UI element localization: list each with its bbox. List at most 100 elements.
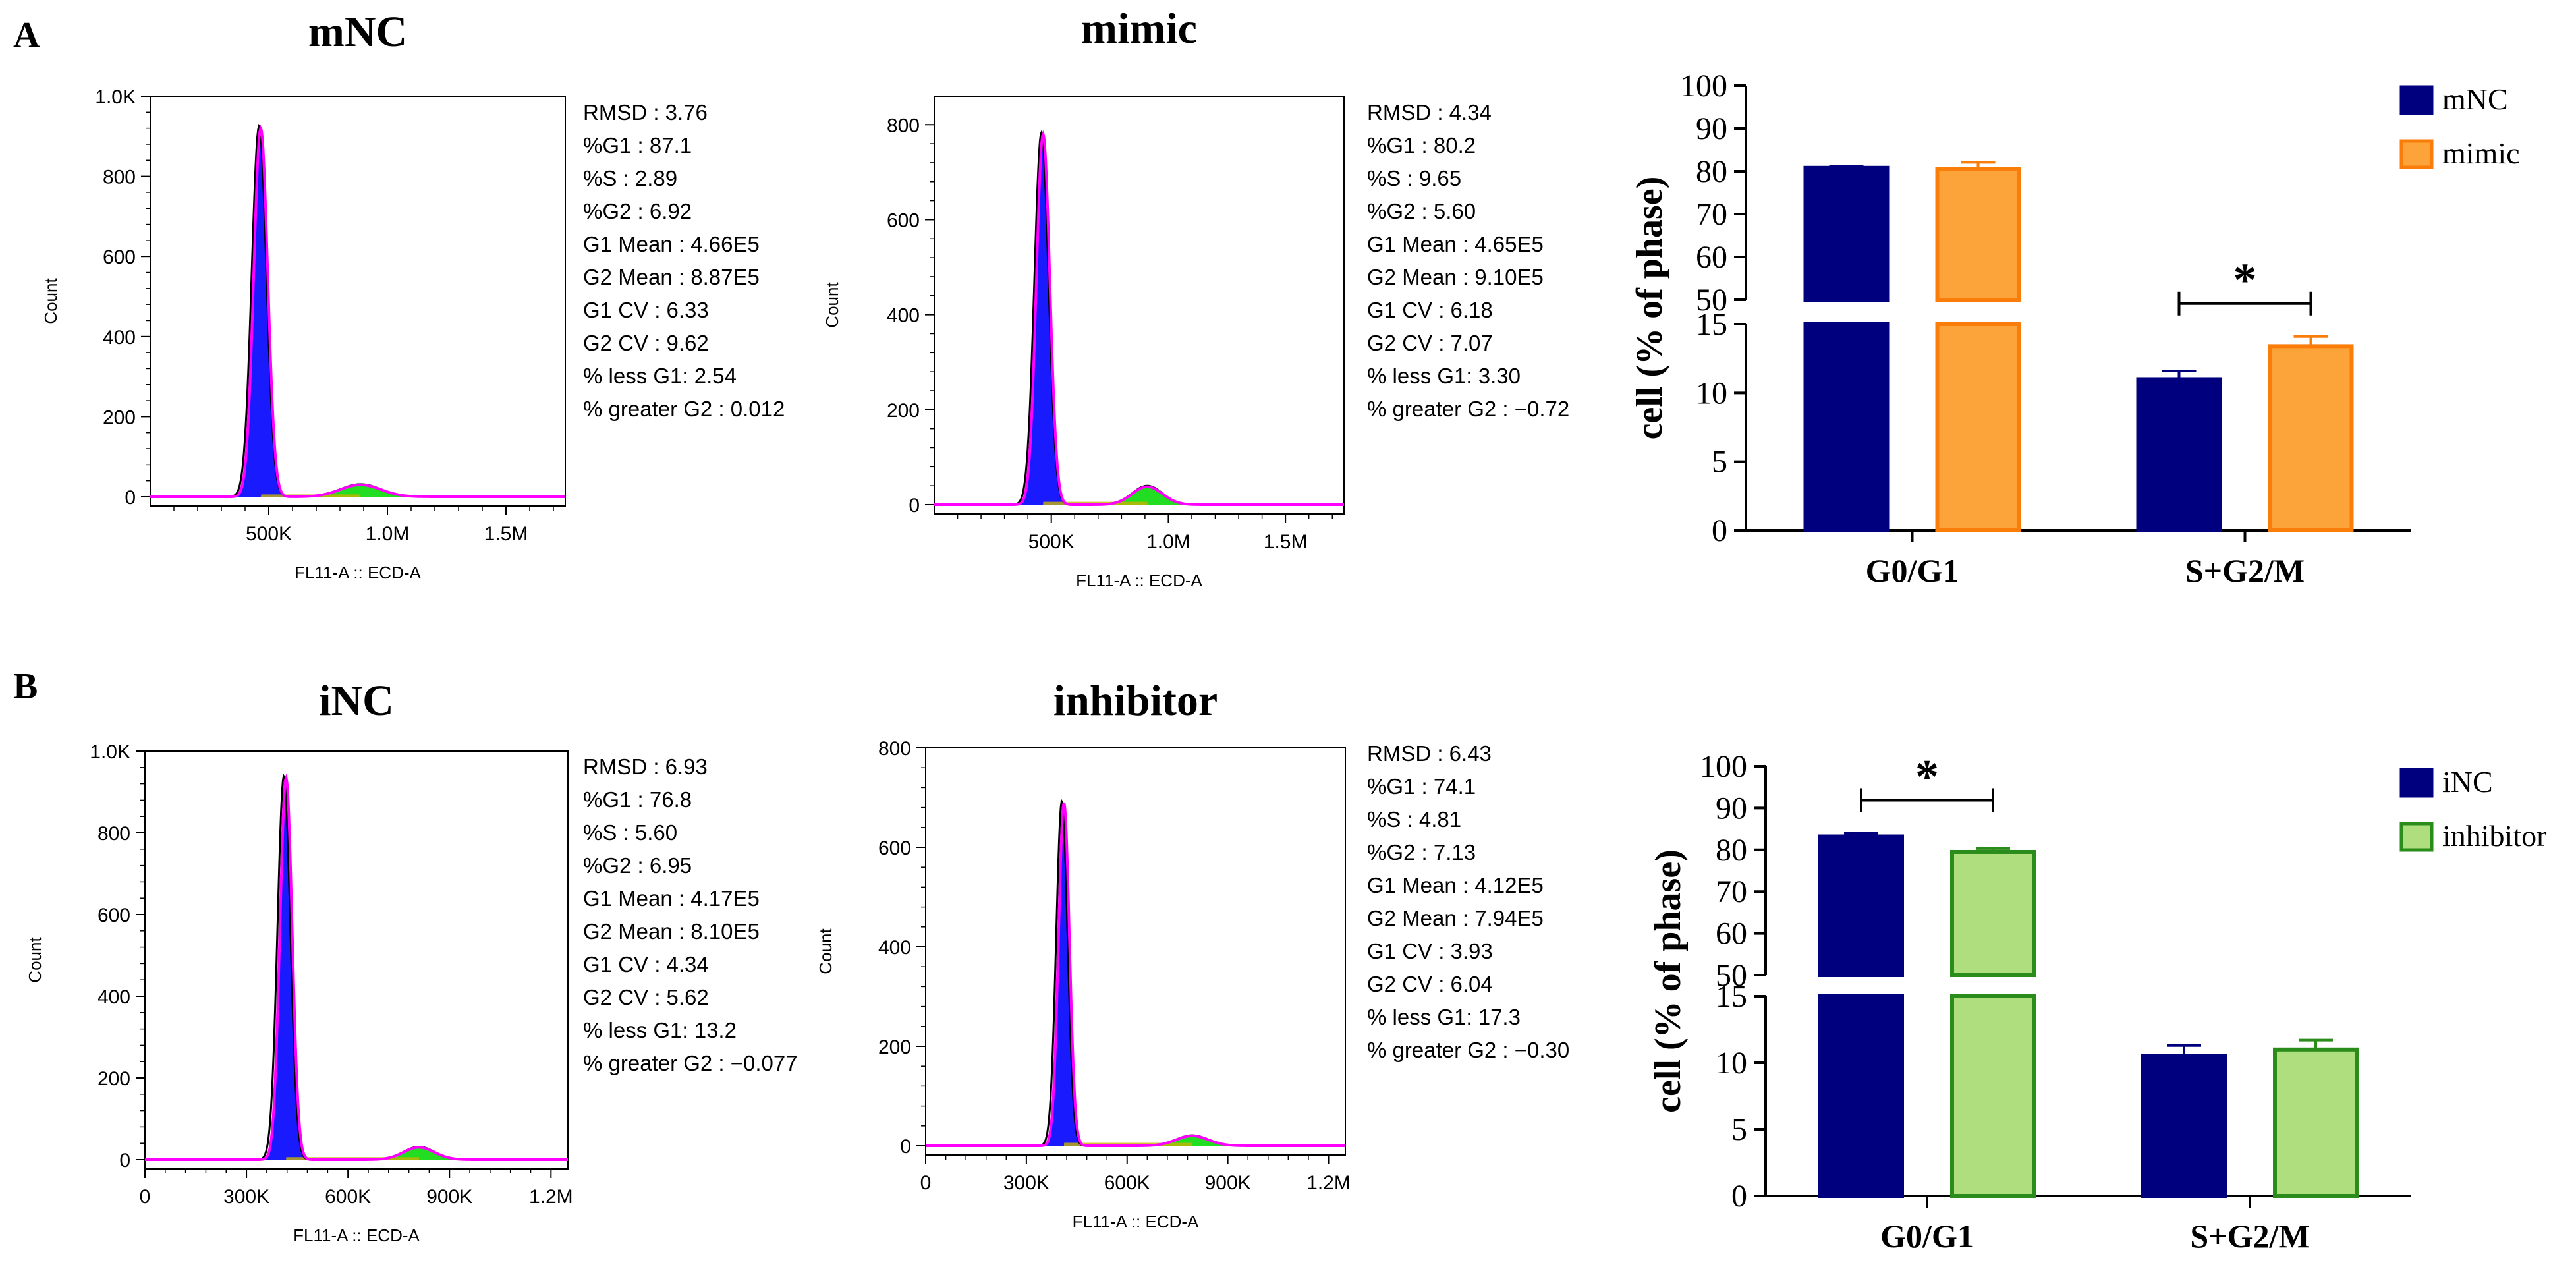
legend-label: mimic (2442, 136, 2520, 170)
y-tick-label: 0 (119, 1150, 130, 1171)
histogram-title: mimic (1081, 5, 1197, 53)
stat-line: RMSD : 4.34 (1367, 100, 1492, 125)
y-tick-label: 15 (1716, 979, 1747, 1014)
stat-line: %G2 : 7.13 (1367, 840, 1476, 864)
stat-line: %G2 : 6.95 (583, 853, 692, 878)
y-tick-label: 800 (887, 115, 920, 136)
stat-line: G2 CV : 9.62 (583, 331, 709, 355)
y-tick-label: 200 (878, 1036, 911, 1058)
plot-frame (150, 96, 566, 507)
bar-chart: 50 60 70 80 90 100 0 5 10 15 cell (% of phase) G0/G… (1648, 749, 2546, 1255)
bar-iNC (2141, 1054, 2227, 1198)
panel-letter: A (13, 15, 40, 56)
stat-line: RMSD : 6.43 (1367, 741, 1492, 766)
y-tick-label: 60 (1716, 916, 1747, 951)
stat-line: G1 Mean : 4.12E5 (1367, 873, 1544, 897)
y-tick-label: 800 (878, 738, 911, 760)
x-axis-label: FL11-A :: ECD-A (1073, 1212, 1199, 1231)
x-tick-label: 500K (246, 523, 292, 545)
x-axis-label: FL11-A :: ECD-A (293, 1226, 420, 1245)
stat-line: G2 Mean : 9.10E5 (1367, 265, 1544, 289)
y-tick-label: 90 (1696, 111, 1727, 146)
stat-line: G1 Mean : 4.65E5 (1367, 232, 1544, 256)
y-tick-label: 10 (1696, 376, 1727, 410)
x-tick-label: 900K (1205, 1172, 1251, 1194)
stat-line: G2 Mean : 8.87E5 (583, 265, 760, 289)
y-axis-label: Count (41, 278, 61, 324)
model-fit-line (150, 124, 565, 498)
bar-iNC-lower (1818, 994, 1904, 1198)
y-tick-label: 800 (98, 823, 130, 845)
stat-line: %S : 5.60 (583, 820, 677, 845)
g1-peak-area (233, 128, 289, 497)
significance-star: * (2233, 254, 2257, 306)
stat-line: %G1 : 80.2 (1367, 133, 1476, 157)
histogram-plot: iNC 0 200 400 600 800 1.0K 0 300K 600K 900K 1.2M FL1… (25, 677, 798, 1245)
x-tick-label: 1.2M (1306, 1172, 1351, 1194)
histogram-title: mNC (308, 8, 407, 56)
plot-frame (144, 750, 569, 1170)
stat-line: G1 Mean : 4.66E5 (583, 232, 760, 256)
x-axis-label: FL11-A :: ECD-A (294, 563, 421, 582)
x-tick-label: 300K (223, 1186, 269, 1208)
bar-mNC-lower (1803, 322, 1890, 532)
x-tick-label: 300K (1003, 1172, 1050, 1194)
raw-histogram-line (934, 129, 1344, 506)
bar-mimic (2268, 344, 2354, 532)
y-tick-label: 0 (1712, 513, 1727, 548)
stat-line: RMSD : 6.93 (583, 754, 708, 779)
y-axis-label: cell (% of phase) (1648, 849, 1689, 1113)
y-tick-label: 0 (909, 495, 920, 517)
stat-line: G1 CV : 6.18 (1367, 298, 1493, 322)
stat-line: %G1 : 74.1 (1367, 774, 1476, 799)
stat-line: RMSD : 3.76 (583, 100, 708, 125)
y-tick-label: 1.0K (90, 741, 130, 763)
y-tick-label: 600 (878, 837, 911, 859)
stat-line: % less G1: 13.2 (583, 1018, 737, 1042)
y-tick-label: 600 (887, 210, 920, 231)
bar-mNC-upper (1803, 165, 1890, 302)
y-axis-label: Count (25, 937, 45, 983)
legend-label: inhibitor (2442, 819, 2546, 853)
y-tick-label: 200 (103, 407, 136, 428)
x-tick-label: S+G2/M (2190, 1218, 2309, 1255)
stat-line: % greater G2 : −0.72 (1367, 397, 1569, 421)
raw-histogram-line (145, 773, 568, 1161)
y-tick-label: 400 (887, 305, 920, 327)
histogram-plot: mNC 0 200 400 600 800 1.0K 500K 1.0M 1.5M FL11-A :… (41, 8, 785, 582)
bar-mimic-lower (1935, 322, 2021, 532)
y-axis-label: Count (816, 928, 835, 974)
model-fit-line (926, 802, 1345, 1147)
stat-line: G2 Mean : 8.10E5 (583, 919, 760, 944)
y-tick-label: 5 (1731, 1112, 1747, 1147)
legend-swatch (2399, 139, 2434, 169)
stat-line: G2 CV : 6.04 (1367, 972, 1493, 996)
panel-letter: B (13, 666, 38, 707)
x-tick-label: 1.0M (1146, 531, 1190, 553)
stat-line: G2 Mean : 7.94E5 (1367, 906, 1544, 930)
stat-line: % less G1: 17.3 (1367, 1005, 1521, 1029)
x-tick-label: 500K (1028, 531, 1075, 553)
legend-label: mNC (2442, 82, 2508, 116)
x-tick-label: S+G2/M (2185, 552, 2305, 589)
x-tick-label: 1.5M (1264, 531, 1308, 553)
y-tick-label: 90 (1716, 791, 1747, 826)
x-tick-label: 900K (426, 1186, 472, 1208)
stat-line: % less G1: 2.54 (583, 364, 737, 388)
y-tick-label: 200 (887, 400, 920, 422)
x-tick-label: 0 (140, 1186, 151, 1208)
y-tick-label: 200 (98, 1068, 130, 1090)
g1-peak-area (1042, 803, 1086, 1146)
x-tick-label: G0/G1 (1866, 552, 1959, 589)
stat-line: % greater G2 : −0.077 (583, 1051, 798, 1075)
plot-frame (934, 96, 1345, 515)
raw-histogram-line (150, 123, 565, 498)
x-tick-label: 1.5M (484, 523, 528, 545)
y-tick-label: 400 (98, 986, 130, 1008)
y-tick-label: 600 (98, 905, 130, 926)
x-tick-label: 0 (920, 1172, 932, 1194)
stat-line: %S : 2.89 (583, 166, 677, 190)
y-tick-label: 400 (103, 327, 136, 349)
bar-mNC (2136, 377, 2222, 533)
